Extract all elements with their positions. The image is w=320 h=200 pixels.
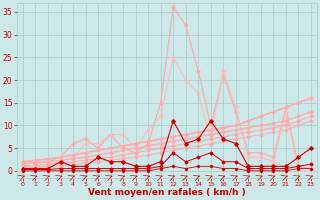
X-axis label: Vent moyen/en rafales ( km/h ): Vent moyen/en rafales ( km/h ) bbox=[88, 188, 246, 197]
